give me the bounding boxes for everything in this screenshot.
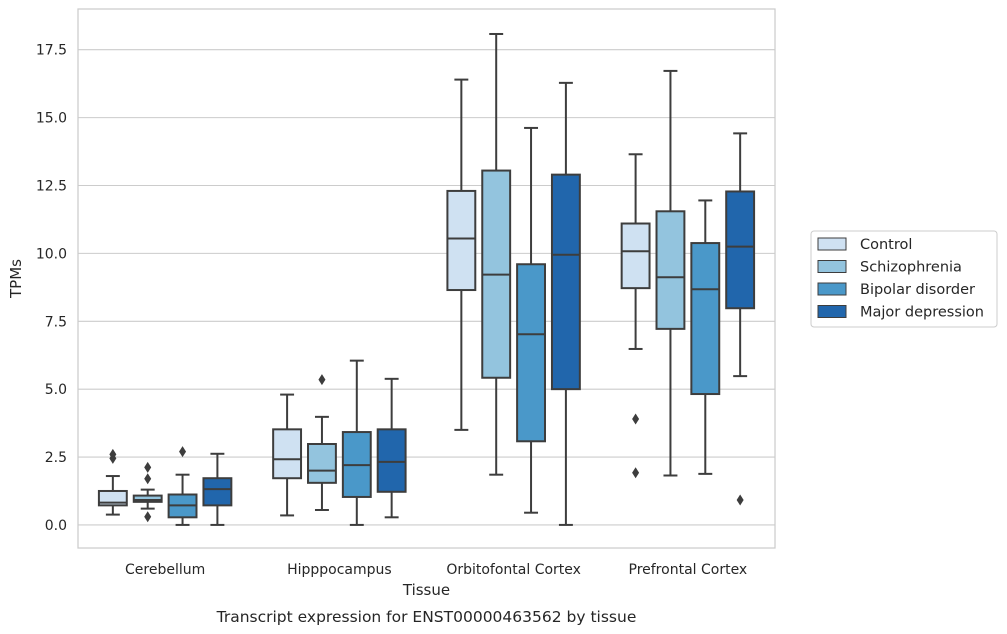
boxplot	[481, 32, 512, 476]
boxplot	[202, 452, 233, 526]
legend-swatch	[817, 237, 847, 251]
boxplot	[620, 153, 651, 479]
x-tick-label: Prefrontal Cortex	[629, 562, 748, 578]
boxplot	[690, 199, 721, 475]
outlier-point	[318, 374, 326, 386]
box	[202, 477, 233, 507]
y-tick-label: 7.5	[45, 314, 67, 330]
boxplot	[655, 69, 686, 477]
box	[272, 428, 303, 480]
outlier-point	[736, 494, 744, 506]
figure-caption: Transcript expression for ENST0000046356…	[216, 608, 637, 626]
outlier-point	[144, 511, 152, 523]
legend-label: Major depression	[860, 305, 984, 321]
boxplot	[307, 374, 337, 511]
outlier-point	[632, 467, 640, 479]
box	[376, 428, 407, 493]
boxplot	[725, 132, 756, 506]
legend: Control Schizophrenia Bipolar disorder Majo…	[810, 230, 998, 328]
box	[446, 189, 477, 292]
boxplot	[341, 359, 372, 526]
outlier-point	[632, 413, 640, 425]
x-tick-label: Cerebellum	[125, 562, 205, 578]
box	[620, 222, 651, 290]
legend-label: Schizophrenia	[860, 260, 962, 276]
outlier-point	[144, 461, 152, 473]
box	[550, 173, 581, 391]
plot-frame	[77, 8, 776, 549]
legend-label: Control	[860, 237, 912, 253]
y-tick-label: 12.5	[36, 178, 67, 194]
outlier-point	[109, 448, 117, 460]
box	[516, 263, 546, 443]
x-tick-label: Hipppocampus	[287, 562, 392, 578]
y-tick-label: 0.0	[45, 518, 67, 534]
y-tick-label: 15.0	[36, 111, 67, 127]
x-axis-ticks: Cerebellum Hipppocampus Orbitofontal Corte…	[125, 562, 747, 578]
box	[307, 443, 337, 484]
y-tick-label: 17.5	[36, 43, 67, 59]
boxplot	[446, 78, 477, 431]
x-tick-label: Orbitofontal Cortex	[446, 562, 581, 578]
boxplot	[516, 126, 546, 514]
legend-label: Bipolar disorder	[860, 282, 975, 298]
boxplot	[376, 377, 407, 519]
box	[655, 210, 686, 330]
y-axis-ticks: 0.0 2.5 5.0 7.5 10.0 12.5 15.0 17.5	[36, 43, 67, 534]
boxplot	[167, 446, 198, 526]
boxplots	[97, 32, 756, 526]
y-tick-label: 5.0	[45, 382, 67, 398]
boxplot	[97, 448, 128, 516]
gridlines	[78, 49, 775, 526]
legend-frame	[810, 230, 998, 328]
y-tick-label: 10.0	[36, 246, 67, 262]
boxplot	[550, 81, 581, 526]
boxplot	[132, 461, 163, 523]
y-tick-label: 2.5	[45, 450, 67, 466]
box	[690, 242, 721, 396]
boxplot	[272, 393, 303, 517]
legend-swatch	[817, 305, 847, 318]
box	[725, 190, 756, 310]
outlier-point	[179, 446, 187, 458]
y-axis-title: TPMs	[7, 259, 25, 299]
box	[132, 494, 163, 503]
outlier-point	[144, 473, 152, 485]
x-axis-title: Tissue	[402, 581, 450, 599]
legend-swatch	[817, 282, 847, 296]
legend-swatch	[817, 260, 847, 273]
